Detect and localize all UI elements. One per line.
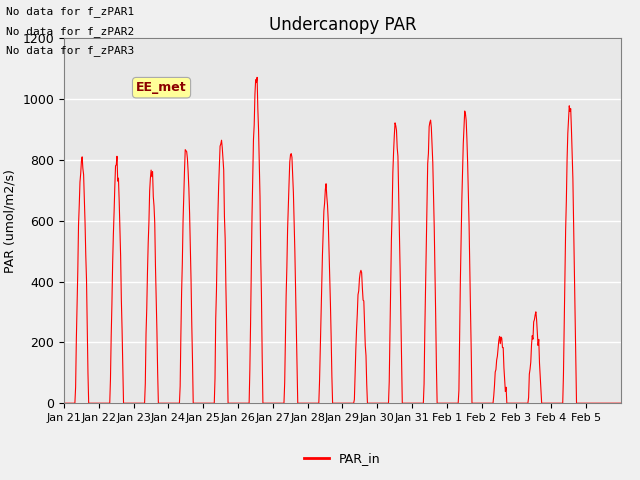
Text: EE_met: EE_met [136,81,187,94]
Text: No data for f_zPAR3: No data for f_zPAR3 [6,45,134,56]
Legend: PAR_in: PAR_in [299,447,386,470]
Title: Undercanopy PAR: Undercanopy PAR [269,16,416,34]
Text: No data for f_zPAR1: No data for f_zPAR1 [6,6,134,17]
Text: No data for f_zPAR2: No data for f_zPAR2 [6,25,134,36]
Y-axis label: PAR (umol/m2/s): PAR (umol/m2/s) [4,169,17,273]
